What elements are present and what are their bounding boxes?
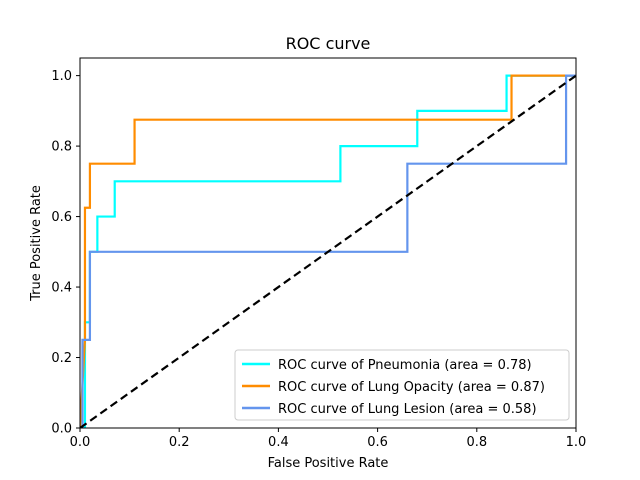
plot-frame [79,57,577,429]
y-tick-label: 1.0 [51,69,72,84]
legend-label-pneumonia: ROC curve of Pneumonia (area = 0.78) [278,358,532,373]
x-tick-label: 1.0 [566,435,587,450]
x-tick-label: 0.0 [70,435,91,450]
series-line-pneumonia [80,74,576,428]
y-tick-label: 0.8 [51,140,72,155]
plot-area [79,57,577,429]
legend-label-lung-opacity: ROC curve of Lung Opacity (area = 0.87) [278,380,545,395]
y-axis: 0.0 0.2 0.4 0.6 0.8 1.0 [51,69,80,437]
x-tick-label: 0.2 [169,435,190,450]
series-line-lung-opacity [80,74,576,428]
x-tick-label: 0.4 [268,435,289,450]
y-tick-label: 0.4 [51,281,72,296]
y-tick-label: 0.6 [51,210,72,225]
legend-box [234,349,570,421]
x-axis: 0.0 0.2 0.4 0.6 0.8 1.0 [70,428,587,450]
chart-title: ROC curve [286,34,371,53]
y-axis-label: True Positive Rate [29,185,44,302]
x-axis-label: False Positive Rate [268,456,389,471]
x-tick-label: 0.8 [466,435,487,450]
series-layer [80,74,576,428]
series-line-lung-lesion [80,74,576,428]
legend: ROC curve of Pneumonia (area = 0.78) ROC… [234,349,570,421]
y-tick-label: 0.0 [51,422,72,437]
x-tick-label: 0.6 [367,435,388,450]
legend-label-lung-lesion: ROC curve of Lung Lesion (area = 0.58) [278,402,537,417]
reference-diagonal-line [80,74,576,428]
y-tick-label: 0.2 [51,351,72,366]
